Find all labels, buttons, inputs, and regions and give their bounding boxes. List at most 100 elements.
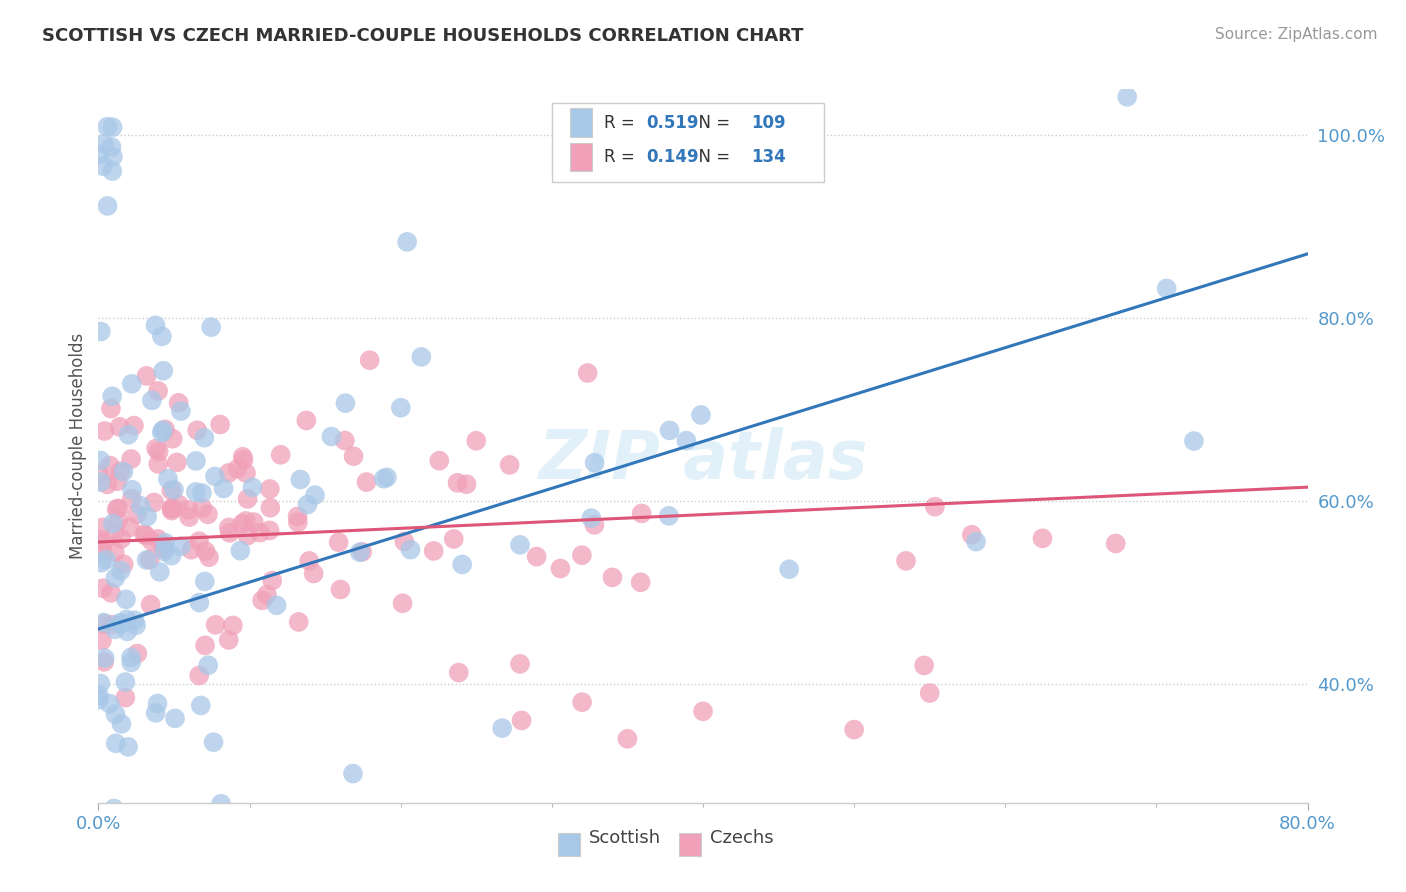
Point	[110, 564, 132, 578]
Point	[96, 120, 118, 134]
Point	[160, 549, 183, 563]
Text: N =: N =	[689, 148, 735, 166]
Point	[297, 498, 319, 512]
Point	[581, 511, 603, 525]
Point	[101, 164, 124, 178]
Point	[105, 502, 128, 516]
Point	[250, 593, 273, 607]
Point	[152, 423, 174, 437]
Point	[115, 612, 138, 626]
Point	[91, 520, 114, 534]
Point	[375, 470, 398, 484]
Point	[87, 466, 110, 480]
Point	[114, 675, 136, 690]
Point	[197, 508, 219, 522]
FancyBboxPatch shape	[569, 109, 592, 137]
Point	[329, 582, 352, 597]
Point	[287, 509, 309, 524]
Point	[209, 417, 232, 432]
Point	[576, 366, 599, 380]
Point	[93, 424, 115, 438]
Point	[121, 491, 143, 506]
Text: N =: N =	[689, 114, 735, 132]
Point	[93, 655, 115, 669]
Point	[91, 159, 114, 173]
Point	[249, 525, 271, 540]
Point	[134, 528, 156, 542]
Point	[129, 499, 152, 513]
Point	[177, 502, 200, 516]
Point	[107, 474, 129, 488]
Point	[153, 422, 176, 436]
Point	[630, 575, 652, 590]
Point	[104, 736, 127, 750]
Point	[924, 500, 946, 514]
Point	[143, 495, 166, 509]
Point	[101, 516, 124, 531]
Point	[125, 618, 148, 632]
Point	[139, 552, 162, 566]
Point	[184, 485, 207, 500]
Point	[616, 731, 638, 746]
Text: SCOTTISH VS CZECH MARRIED-COUPLE HOUSEHOLDS CORRELATION CHART: SCOTTISH VS CZECH MARRIED-COUPLE HOUSEHO…	[42, 27, 804, 45]
Point	[235, 514, 257, 528]
Point	[89, 453, 111, 467]
Point	[411, 350, 433, 364]
Point	[256, 588, 278, 602]
Point	[197, 658, 219, 673]
Point	[295, 413, 318, 427]
Point	[218, 632, 240, 647]
Point	[125, 508, 148, 522]
Point	[139, 598, 162, 612]
Point	[170, 404, 193, 418]
Point	[232, 450, 254, 464]
Point	[149, 565, 172, 579]
Point	[96, 477, 118, 491]
Point	[844, 723, 866, 737]
Point	[104, 525, 127, 540]
Point	[427, 453, 450, 467]
Point	[118, 520, 141, 534]
Point	[93, 136, 115, 151]
Point	[110, 532, 132, 546]
Point	[156, 472, 179, 486]
Point	[498, 458, 520, 472]
Point	[894, 554, 917, 568]
Point	[333, 434, 356, 448]
Point	[342, 766, 364, 780]
Point	[509, 538, 531, 552]
Point	[110, 617, 132, 632]
Point	[117, 624, 139, 639]
Point	[152, 364, 174, 378]
Point	[145, 318, 167, 333]
Point	[155, 536, 177, 550]
Point	[98, 458, 121, 473]
Point	[212, 482, 235, 496]
Text: R =: R =	[603, 148, 640, 166]
Point	[692, 704, 714, 718]
Point	[193, 431, 215, 445]
Point	[148, 444, 170, 458]
Point	[120, 452, 142, 467]
Point	[121, 483, 143, 497]
Point	[571, 548, 593, 562]
Point	[100, 140, 122, 154]
Point	[188, 534, 211, 549]
Point	[658, 424, 681, 438]
Point	[93, 651, 115, 665]
Point	[690, 408, 713, 422]
Point	[188, 668, 211, 682]
Point	[108, 615, 131, 630]
Point	[658, 508, 681, 523]
Point	[1116, 90, 1139, 104]
Point	[104, 707, 127, 722]
Point	[287, 615, 309, 629]
Point	[162, 432, 184, 446]
Point	[112, 465, 135, 479]
Point	[509, 657, 531, 671]
Point	[107, 513, 129, 527]
Point	[153, 541, 176, 555]
Text: 0.519: 0.519	[647, 114, 699, 132]
Point	[160, 501, 183, 516]
Point	[194, 544, 217, 558]
